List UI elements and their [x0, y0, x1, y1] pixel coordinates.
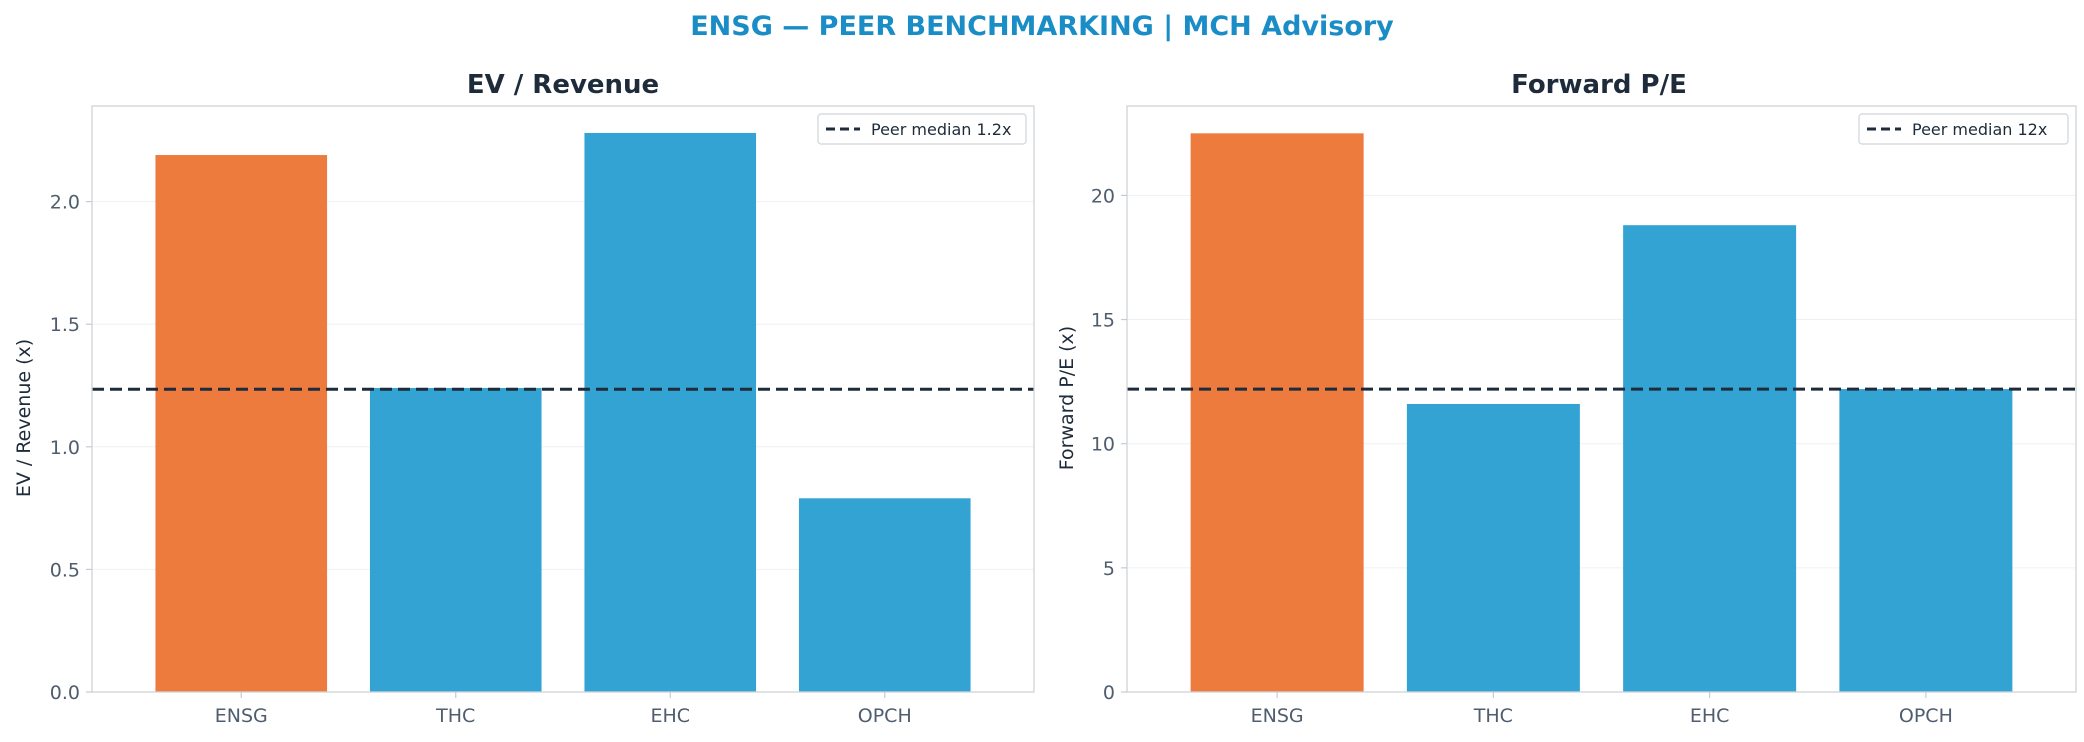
chart-title: EV / Revenue — [467, 70, 659, 100]
y-tick-label: 0.0 — [50, 682, 80, 704]
bar-opch — [798, 498, 971, 692]
x-tick-label: EHC — [650, 705, 690, 727]
bars — [155, 132, 971, 693]
bar-ehc — [584, 132, 757, 693]
legend: Peer median 1.2x — [817, 113, 1027, 145]
x-tick-label: EHC — [1690, 705, 1730, 727]
legend-label: Peer median 12x — [1912, 120, 2047, 139]
y-tick-label: 15 — [1091, 310, 1115, 332]
y-tick-label: 1.5 — [50, 314, 80, 336]
bar-thc — [369, 387, 542, 692]
y-tick-label: 20 — [1091, 185, 1115, 207]
plot-frame — [1126, 105, 2077, 693]
panel-ev-revenue: EV / Revenue EV / Revenue (x) 0.0 0.5 1.0 1… — [13, 70, 1035, 727]
bars — [1190, 133, 2013, 693]
legend-box — [817, 113, 1027, 145]
chart-title: Forward P/E — [1511, 70, 1687, 100]
panel-forward-pe: Forward P/E Forward P/E (x) 0 5 10 15 20 ENSG… — [1056, 70, 2077, 727]
y-tick-label: 10 — [1091, 434, 1115, 456]
bar-thc — [1406, 403, 1580, 692]
y-tick-label: 2.0 — [50, 192, 80, 214]
plot-frame — [91, 105, 1035, 693]
bar-ensg — [1190, 133, 1364, 693]
x-tick-label: THC — [435, 705, 475, 727]
bar-ensg — [155, 155, 328, 692]
legend: Peer median 12x — [1858, 113, 2069, 145]
x-tick-label: OPCH — [1899, 705, 1953, 727]
axis-ticks: 0 5 10 15 20 ENSG THC EHC OPCH — [1091, 185, 1953, 727]
x-tick-label: ENSG — [1251, 705, 1304, 727]
axis-ticks: 0.0 0.5 1.0 1.5 2.0 ENSG THC EHC OPCH — [50, 192, 912, 727]
figure-suptitle: ENSG — PEER BENCHMARKING | MCH Advisory — [690, 11, 1394, 42]
y-axis-label: Forward P/E (x) — [1056, 326, 1078, 470]
y-axis-label: EV / Revenue (x) — [13, 339, 35, 497]
bar-ehc — [1623, 225, 1797, 692]
x-tick-label: THC — [1473, 705, 1513, 727]
y-tick-label: 1.0 — [50, 437, 80, 459]
y-tick-label: 0.5 — [50, 559, 80, 581]
y-tick-label: 0 — [1103, 682, 1115, 704]
bar-opch — [1839, 389, 2013, 692]
legend-label: Peer median 1.2x — [871, 120, 1011, 139]
x-tick-label: OPCH — [858, 705, 912, 727]
y-tick-label: 5 — [1103, 558, 1115, 580]
x-tick-label: ENSG — [215, 705, 268, 727]
legend-box — [1858, 113, 2069, 145]
